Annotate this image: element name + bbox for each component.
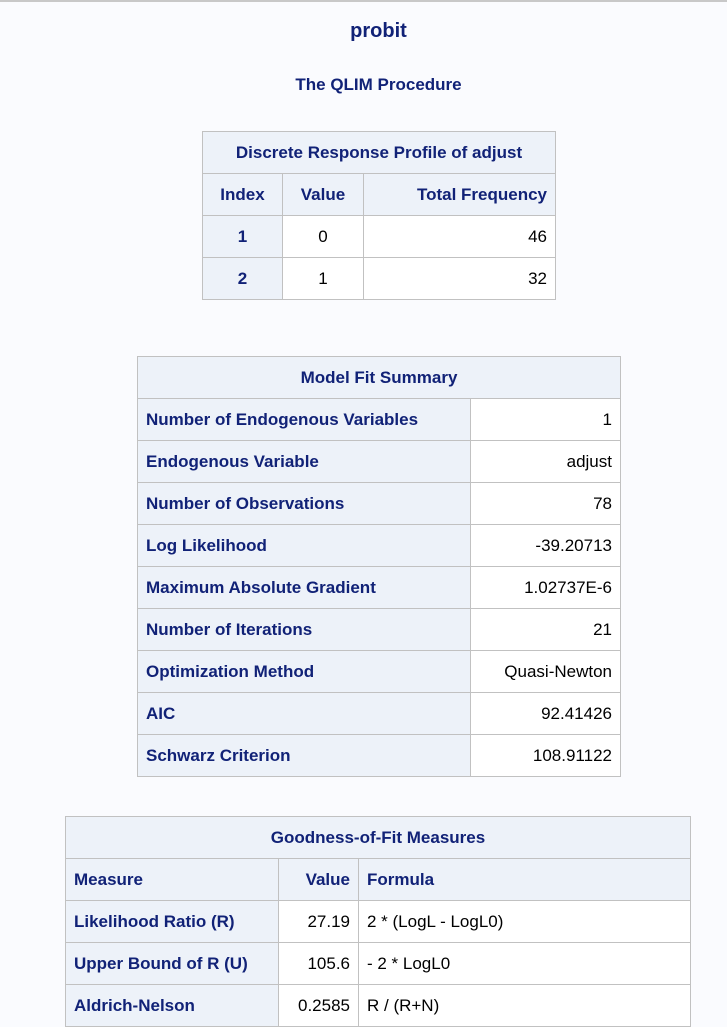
row-index: 2 (202, 257, 283, 300)
row-value: 105.6 (278, 942, 359, 985)
table-row: Maximum Absolute Gradient 1.02737E-6 (137, 566, 621, 609)
table-row: Number of Observations 78 (137, 482, 621, 525)
top-border-line (0, 0, 727, 2)
row-label: Log Likelihood (137, 524, 471, 567)
column-header-value: Value (282, 173, 364, 216)
row-value: 0 (282, 215, 364, 258)
goodness-of-fit-caption: Goodness-of-Fit Measures (65, 816, 691, 859)
row-value: adjust (470, 440, 621, 483)
row-frequency: 46 (363, 215, 556, 258)
table-row: 2 1 32 (202, 257, 556, 300)
row-measure: Likelihood Ratio (R) (65, 900, 279, 943)
goodness-of-fit-table: Goodness-of-Fit Measures Measure Value F… (65, 816, 691, 1027)
table-header-row: Index Value Total Frequency (202, 173, 556, 216)
row-value: 1 (470, 398, 621, 441)
table-row: Aldrich-Nelson 0.2585 R / (R+N) (65, 984, 691, 1027)
row-value: 108.91122 (470, 734, 621, 777)
row-frequency: 32 (363, 257, 556, 300)
row-value: 78 (470, 482, 621, 525)
column-header-total-frequency: Total Frequency (363, 173, 556, 216)
row-value: 1 (282, 257, 364, 300)
row-value: -39.20713 (470, 524, 621, 567)
row-formula: R / (R+N) (358, 984, 691, 1027)
table-row: Upper Bound of R (U) 105.6 - 2 * LogL0 (65, 942, 691, 985)
row-label: Number of Iterations (137, 608, 471, 651)
table-row: Number of Endogenous Variables 1 (137, 398, 621, 441)
row-value: 1.02737E-6 (470, 566, 621, 609)
response-profile-table: Discrete Response Profile of adjust Inde… (202, 131, 556, 300)
table-row: AIC 92.41426 (137, 692, 621, 735)
table-header-row: Measure Value Formula (65, 858, 691, 901)
row-value: Quasi-Newton (470, 650, 621, 693)
procedure-title: The QLIM Procedure (295, 75, 462, 94)
table-row: 1 0 46 (202, 215, 556, 258)
column-header-value: Value (278, 858, 359, 901)
row-measure: Upper Bound of R (U) (65, 942, 279, 985)
row-label: Schwarz Criterion (137, 734, 471, 777)
model-fit-summary-table: Model Fit Summary Number of Endogenous V… (137, 356, 621, 777)
row-label: Number of Observations (137, 482, 471, 525)
row-label: Maximum Absolute Gradient (137, 566, 471, 609)
row-label: Endogenous Variable (137, 440, 471, 483)
row-value: 0.2585 (278, 984, 359, 1027)
table-caption-row: Discrete Response Profile of adjust (202, 131, 556, 174)
row-index: 1 (202, 215, 283, 258)
model-fit-caption: Model Fit Summary (137, 356, 621, 399)
table-row: Endogenous Variable adjust (137, 440, 621, 483)
row-label: AIC (137, 692, 471, 735)
row-formula: 2 * (LogL - LogL0) (358, 900, 691, 943)
row-value: 27.19 (278, 900, 359, 943)
table-row: Optimization Method Quasi-Newton (137, 650, 621, 693)
row-label: Optimization Method (137, 650, 471, 693)
response-profile-caption: Discrete Response Profile of adjust (202, 131, 556, 174)
table-row: Likelihood Ratio (R) 27.19 2 * (LogL - L… (65, 900, 691, 943)
table-caption-row: Goodness-of-Fit Measures (65, 816, 691, 859)
table-row: Schwarz Criterion 108.91122 (137, 734, 621, 777)
row-formula: - 2 * LogL0 (358, 942, 691, 985)
table-row: Number of Iterations 21 (137, 608, 621, 651)
row-measure: Aldrich-Nelson (65, 984, 279, 1027)
table-caption-row: Model Fit Summary (137, 356, 621, 399)
column-header-formula: Formula (358, 858, 691, 901)
column-header-measure: Measure (65, 858, 279, 901)
page-title: probit (350, 20, 407, 42)
column-header-index: Index (202, 173, 283, 216)
row-value: 21 (470, 608, 621, 651)
table-row: Log Likelihood -39.20713 (137, 524, 621, 567)
row-label: Number of Endogenous Variables (137, 398, 471, 441)
row-value: 92.41426 (470, 692, 621, 735)
